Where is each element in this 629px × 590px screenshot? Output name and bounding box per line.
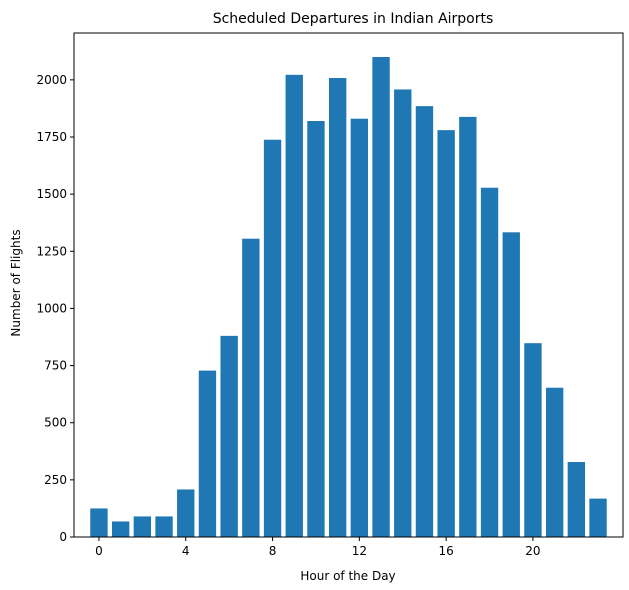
x-tick-label: 16 (439, 544, 454, 558)
bars-group (90, 57, 607, 538)
bar-hour-4 (177, 489, 195, 537)
y-tick-label: 1500 (36, 187, 67, 201)
bar-hour-23 (589, 498, 607, 537)
chart-title: Scheduled Departures in Indian Airports (213, 11, 494, 27)
bar-hour-1 (111, 521, 130, 537)
y-tick-label: 1000 (36, 301, 67, 315)
bar-hour-14 (394, 89, 412, 538)
x-axis-ticks: 0 4 8 12 16 20 (95, 537, 541, 558)
bar-hour-21 (545, 387, 564, 537)
bar-hour-11 (328, 78, 347, 537)
x-tick-label: 20 (525, 544, 540, 558)
x-tick-label: 4 (182, 544, 190, 558)
bar-hour-22 (567, 462, 586, 537)
bar-hour-19 (502, 232, 520, 537)
bar-hour-9 (285, 74, 303, 537)
y-tick-label: 750 (44, 359, 67, 373)
bar-hour-6 (220, 335, 238, 537)
bar-hour-16 (437, 130, 455, 537)
bar-hour-12 (350, 118, 369, 538)
x-tick-label: 8 (269, 544, 277, 558)
bar-hour-7 (242, 238, 260, 537)
x-axis-label: Hour of the Day (300, 569, 395, 583)
bar-hour-17 (459, 116, 477, 537)
y-tick-label: 1750 (36, 130, 67, 144)
bar-hour-3 (155, 516, 173, 537)
bar-hour-13 (372, 57, 390, 537)
x-tick-label: 12 (352, 544, 367, 558)
bar-hour-8 (263, 139, 282, 538)
plot-frame (73, 32, 624, 538)
y-tick-label: 250 (44, 473, 67, 487)
y-tick-label: 500 (44, 416, 67, 430)
y-tick-label: 1250 (36, 244, 67, 258)
bar-hour-0 (90, 508, 108, 537)
bar-hour-5 (198, 370, 217, 537)
y-axis-label: Number of Flights (9, 229, 23, 336)
y-tick-label: 0 (59, 530, 67, 544)
y-tick-label: 2000 (36, 73, 67, 87)
x-tick-label: 0 (95, 544, 103, 558)
bar-hour-10 (307, 121, 325, 537)
y-axis-ticks: 0 250 500 750 1000 1250 1500 1750 2000 (36, 73, 74, 544)
bar-hour-2 (133, 516, 152, 537)
bar-hour-15 (415, 106, 434, 537)
bar-hour-20 (524, 343, 542, 537)
bar-hour-18 (480, 187, 499, 538)
